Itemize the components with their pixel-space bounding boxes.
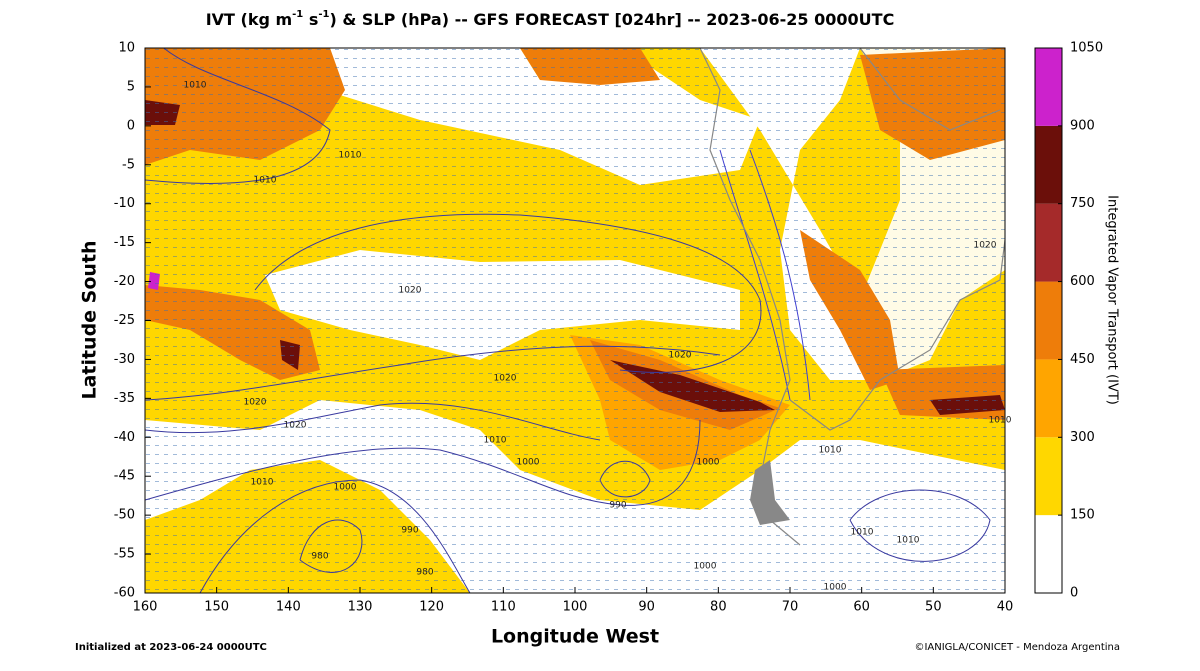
contour-label: 1010 <box>484 436 507 446</box>
y-tick-label: 0 <box>127 118 135 133</box>
colorbar-band <box>1035 359 1062 438</box>
contour-label: 1020 <box>669 351 692 361</box>
x-tick-label: 120 <box>419 600 444 615</box>
y-tick-label: -15 <box>114 235 135 250</box>
y-tick-label: -55 <box>114 547 135 562</box>
y-tick-label: -20 <box>114 274 135 289</box>
x-tick-label: 100 <box>563 600 588 615</box>
contour-label: 1020 <box>974 241 997 251</box>
colorbar-tick-label: 150 <box>1070 508 1095 523</box>
contour-label: 990 <box>401 526 418 536</box>
colorbar-tick-label: 1050 <box>1070 41 1103 56</box>
colorbar-tick-label: 900 <box>1070 118 1095 133</box>
x-tick-label: 160 <box>133 600 158 615</box>
colorbar-band <box>1035 48 1062 126</box>
colorbar-title: Integrated Vapor Transport (IVT) <box>1105 195 1120 405</box>
contour-label: 1010 <box>254 176 277 186</box>
contour-label: 1010 <box>819 446 842 456</box>
colorbar-band <box>1035 125 1062 204</box>
colorbar-band <box>1035 515 1062 593</box>
y-tick-label: -10 <box>114 196 135 211</box>
colorbar-frame <box>1034 47 1063 594</box>
y-tick-label: -45 <box>114 469 135 484</box>
contour-label: 980 <box>416 568 433 578</box>
x-tick-label: 110 <box>491 600 516 615</box>
y-tick-label: 10 <box>118 41 135 56</box>
contour-label: 1010 <box>339 151 362 161</box>
x-axis-title: Longitude West <box>491 626 659 648</box>
y-tick-label: -25 <box>114 313 135 328</box>
title-sup: -1 <box>318 9 329 20</box>
contour-label: 1000 <box>517 458 540 468</box>
x-tick-label: 60 <box>853 600 870 615</box>
contour-label: 1000 <box>334 483 357 493</box>
y-axis-title: Latitude South <box>79 240 101 399</box>
contour-label: 1000 <box>697 458 720 468</box>
colorbar-band <box>1035 203 1062 282</box>
colorbar-band <box>1035 281 1062 360</box>
y-tick-label: -60 <box>114 586 135 601</box>
title-part: s <box>303 10 318 29</box>
contour-label: 1010 <box>851 528 874 538</box>
contour-label: 1020 <box>494 374 517 384</box>
contour-label: 1010 <box>897 536 920 546</box>
title-part: IVT (kg m <box>206 10 292 29</box>
contour-label: 1010 <box>251 478 274 488</box>
colorbar-tick-label: 600 <box>1070 274 1095 289</box>
chart-title: IVT (kg m-1 s-1) & SLP (hPa) -- GFS FORE… <box>206 9 895 29</box>
title-part: ) & SLP (hPa) -- GFS FORECAST [024hr] --… <box>329 10 894 29</box>
colorbar-tick-label: 450 <box>1070 352 1095 367</box>
credit: ©IANIGLA/CONICET - Mendoza Argentina <box>914 642 1120 653</box>
x-tick-label: 40 <box>997 600 1014 615</box>
x-tick-label: 130 <box>348 600 373 615</box>
x-tick-label: 90 <box>638 600 655 615</box>
x-tick-label: 150 <box>204 600 229 615</box>
y-tick-label: 5 <box>127 79 135 94</box>
contour-label: 1010 <box>989 416 1012 426</box>
x-tick-label: 70 <box>782 600 799 615</box>
init-note: Initialized at 2023-06-24 0000UTC <box>75 642 267 653</box>
y-tick-label: -30 <box>114 352 135 367</box>
y-tick-label: -40 <box>114 430 135 445</box>
contour-label: 1020 <box>284 421 307 431</box>
y-tick-label: -5 <box>122 157 135 172</box>
contour-label: 1000 <box>694 562 717 572</box>
contour-label: 990 <box>609 501 626 511</box>
ivt-field <box>145 48 1005 593</box>
colorbar-tick-label: 750 <box>1070 196 1095 211</box>
contour-label: 1020 <box>244 398 267 408</box>
contour-label: 980 <box>311 552 328 562</box>
y-tick-label: -35 <box>114 391 135 406</box>
colorbar-tick-label: 300 <box>1070 430 1095 445</box>
x-tick-label: 80 <box>710 600 727 615</box>
title-sup: -1 <box>292 9 303 20</box>
colorbar-tick-label: 0 <box>1070 586 1078 601</box>
contour-label: 1010 <box>184 81 207 91</box>
contour-label: 1000 <box>824 583 847 593</box>
contour-label: 1020 <box>399 286 422 296</box>
x-tick-label: 50 <box>925 600 942 615</box>
x-tick-label: 140 <box>276 600 301 615</box>
colorbar-band <box>1035 437 1062 516</box>
y-tick-label: -50 <box>114 508 135 523</box>
